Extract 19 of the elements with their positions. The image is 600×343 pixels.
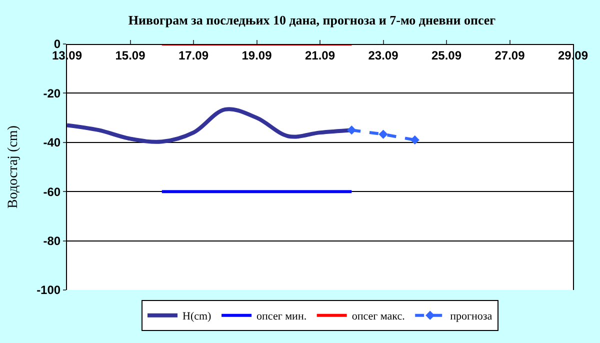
- legend-label: H(cm): [182, 310, 212, 323]
- legend-label: опсег макс.: [352, 310, 406, 323]
- x-tick-label: 15.09: [115, 48, 146, 62]
- legend-label: прогноза: [450, 310, 492, 323]
- y-tick-label: -60: [43, 184, 61, 199]
- x-tick-label: 27.09: [494, 48, 526, 62]
- y-tick-label: -20: [43, 86, 61, 100]
- y-tick-label: -40: [43, 136, 61, 150]
- y-tick-label: 0: [54, 37, 61, 52]
- x-tick-label: 21.09: [304, 48, 336, 62]
- x-tick-label: 17.09: [178, 48, 209, 62]
- y-tick-label: -100: [36, 283, 61, 298]
- y-tick-label: -80: [43, 234, 61, 248]
- chart-title: Нивограм за последњих 10 дана, прогноза и 7-мо дневни опсег: [128, 12, 496, 28]
- x-tick-label: 25.09: [431, 48, 462, 62]
- x-tick-label: 19.09: [242, 48, 272, 62]
- legend-label: опсег мин.: [256, 310, 307, 323]
- x-tick-label: 23.09: [368, 48, 399, 62]
- y-axis-title: Водостај (cm): [6, 125, 22, 208]
